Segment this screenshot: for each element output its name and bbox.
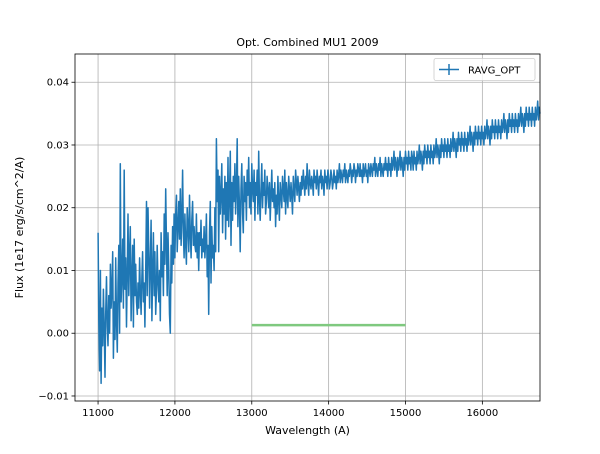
x-tick-label: 16000 (466, 408, 498, 419)
legend-box (433, 58, 536, 81)
axes-frame (74, 53, 541, 402)
y-tick-label: 0.01 (47, 266, 69, 277)
x-tick-label: 15000 (390, 408, 422, 419)
y-tick-label: 0.04 (47, 78, 69, 89)
legend: RAVG_OPT (433, 58, 536, 81)
x-tick-label: 12000 (159, 408, 191, 419)
chart-title: Opt. Combined MU1 2009 (236, 36, 378, 49)
ticks: 11000 12000 13000 14000 15000 16000 −0.01 0.00 0… (38, 78, 498, 419)
x-tick-label: 14000 (313, 408, 345, 419)
x-axis-label: Wavelength (A) (265, 424, 350, 437)
y-tick-label: 0.00 (47, 329, 69, 340)
x-tick-label: 11000 (82, 408, 114, 419)
y-tick-label: 0.03 (47, 140, 69, 151)
y-tick-label: −0.01 (38, 391, 69, 402)
series-layer (97, 100, 541, 385)
y-axis-label: Flux (1e17 erg/s/cm^2/A) (13, 157, 26, 299)
x-tick-label: 13000 (236, 408, 268, 419)
legend-label-ravg-opt: RAVG_OPT (468, 66, 521, 77)
y-tick-label: 0.02 (47, 203, 69, 214)
series-line-ravg-opt (97, 100, 541, 385)
